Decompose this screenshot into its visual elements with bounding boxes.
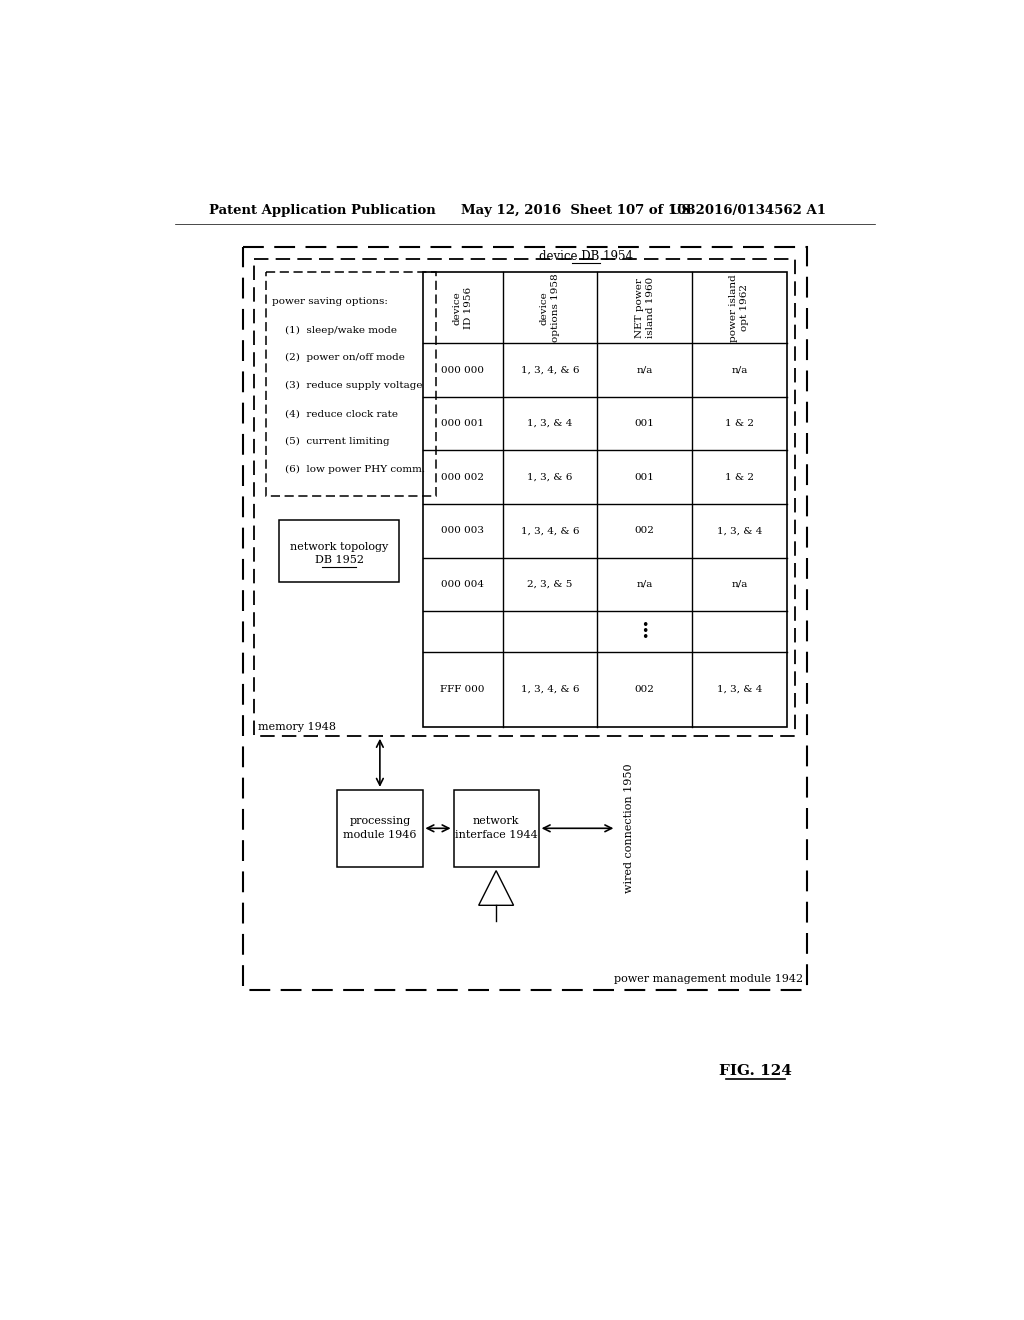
Text: device
options 1958: device options 1958	[540, 273, 560, 342]
Text: n/a: n/a	[731, 366, 748, 375]
Text: wired connection 1950: wired connection 1950	[624, 763, 634, 894]
Text: network
interface 1944: network interface 1944	[455, 816, 538, 841]
Text: 000 000: 000 000	[441, 366, 484, 375]
Text: 1, 3, & 6: 1, 3, & 6	[527, 473, 572, 482]
Text: device
ID 1956: device ID 1956	[453, 286, 473, 329]
Text: DB 1952: DB 1952	[314, 556, 364, 565]
Text: •: •	[641, 626, 648, 638]
Bar	[454, 789, 539, 867]
Bar	[254, 259, 796, 735]
Bar	[423, 272, 786, 726]
Text: n/a: n/a	[731, 579, 748, 589]
Text: 1, 3, & 4: 1, 3, & 4	[717, 527, 762, 536]
Text: 1, 3, & 4: 1, 3, & 4	[527, 420, 572, 428]
Text: 002: 002	[635, 685, 654, 694]
Text: •: •	[641, 619, 648, 632]
Text: 1, 3, & 4: 1, 3, & 4	[717, 685, 762, 694]
Text: power management module 1942: power management module 1942	[614, 974, 803, 983]
Text: (1)  sleep/wake mode: (1) sleep/wake mode	[272, 326, 397, 334]
Text: power saving options:: power saving options:	[272, 297, 388, 306]
Text: 000 003: 000 003	[441, 527, 484, 536]
Text: (5)  current limiting: (5) current limiting	[272, 437, 390, 446]
Text: n/a: n/a	[637, 579, 653, 589]
Text: 2, 3, & 5: 2, 3, & 5	[527, 579, 572, 589]
Text: 1, 3, 4, & 6: 1, 3, 4, & 6	[521, 685, 580, 694]
Text: 1 & 2: 1 & 2	[725, 420, 754, 428]
Text: network topology: network topology	[290, 543, 388, 552]
Text: 002: 002	[635, 527, 654, 536]
Text: n/a: n/a	[637, 366, 653, 375]
Text: (2)  power on/off mode: (2) power on/off mode	[272, 354, 406, 363]
Text: 1, 3, 4, & 6: 1, 3, 4, & 6	[521, 366, 580, 375]
Text: memory 1948: memory 1948	[258, 722, 336, 733]
Text: 001: 001	[635, 420, 654, 428]
Text: (4)  reduce clock rate: (4) reduce clock rate	[272, 409, 398, 418]
Text: power island
opt 1962: power island opt 1962	[729, 275, 750, 342]
Text: •: •	[641, 631, 648, 644]
Text: FIG. 124: FIG. 124	[719, 1064, 793, 1078]
Text: US 2016/0134562 A1: US 2016/0134562 A1	[670, 205, 825, 218]
Text: FFF 000: FFF 000	[440, 685, 484, 694]
Text: 000 001: 000 001	[441, 420, 484, 428]
Bar	[266, 272, 436, 496]
Text: device DB 1954: device DB 1954	[540, 249, 634, 263]
Text: May 12, 2016  Sheet 107 of 108: May 12, 2016 Sheet 107 of 108	[461, 205, 695, 218]
Bar	[280, 520, 399, 582]
Text: (6)  low power PHY comm.: (6) low power PHY comm.	[272, 465, 425, 474]
Text: 1, 3, 4, & 6: 1, 3, 4, & 6	[521, 527, 580, 536]
Text: 1 & 2: 1 & 2	[725, 473, 754, 482]
Text: (3)  reduce supply voltage: (3) reduce supply voltage	[272, 381, 423, 391]
Text: NET power
island 1960: NET power island 1960	[635, 277, 654, 338]
Text: processing
module 1946: processing module 1946	[343, 816, 417, 841]
Text: 000 004: 000 004	[441, 579, 484, 589]
Bar	[243, 247, 807, 990]
Bar	[337, 789, 423, 867]
Text: 001: 001	[635, 473, 654, 482]
Text: Patent Application Publication: Patent Application Publication	[209, 205, 436, 218]
Text: 000 002: 000 002	[441, 473, 484, 482]
